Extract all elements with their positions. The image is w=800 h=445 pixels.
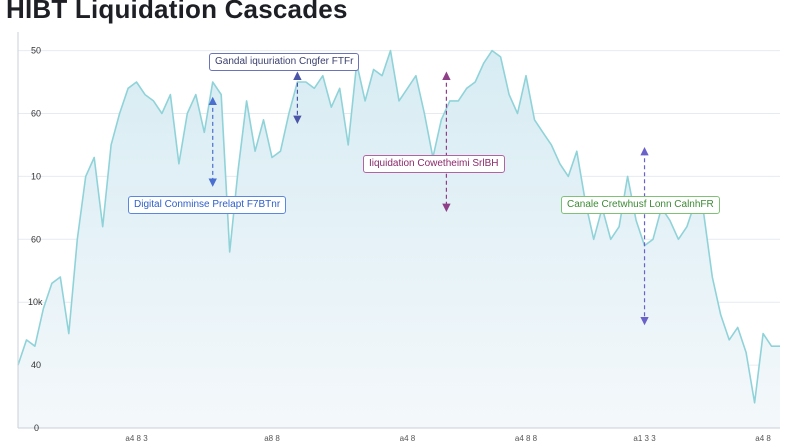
y-tick-label: 50 [31,46,41,56]
annotation-label-4: Canale Cretwhusf Lonn CalnhFR [561,196,720,214]
y-tick-label: 60 [31,108,41,118]
x-tick-label: a4 8 8 [515,434,538,443]
y-tick-label: 10 [31,171,41,181]
y-tick-label: 40 [31,360,41,370]
axes [17,32,780,429]
annotation-arrows [208,71,649,326]
tick-labels: 50 60 10 60 10k 40 0 a4 8 3 a8 8 a4 8 a4 8 8 a1 3 3… [28,46,771,443]
x-tick-label: a4 8 [400,434,416,443]
y-tick-label: 0 [34,423,39,433]
chart-title: HIBT Liquidation Cascades [6,0,348,24]
x-tick-label: a4 8 [755,434,771,443]
series-line [17,49,780,404]
annotation-label-3: Iiquidation Cowetheimi SrlBH [363,155,505,173]
annotation-label-1: Gandal iquuriation Cngfer FTFr [209,53,360,71]
x-tick-label: a8 8 [264,434,280,443]
y-tick-label: 60 [31,234,41,244]
y-tick-label: 10k [28,297,43,307]
x-tick-label: a1 3 3 [633,434,656,443]
x-tick-label: a4 8 3 [125,434,148,443]
area-fill [18,50,780,428]
area-series [17,49,780,428]
annotation-label-2: Digital Conminse Prelapt F7BTnr [128,196,287,214]
